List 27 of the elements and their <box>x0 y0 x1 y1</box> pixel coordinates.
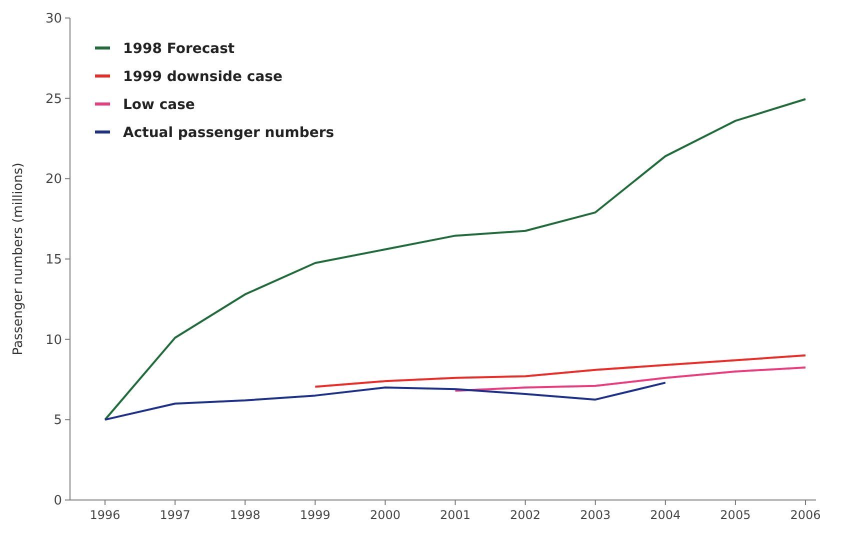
x-tick-label: 1998 <box>230 508 260 522</box>
x-tick-label: 2000 <box>370 508 400 522</box>
legend-label: 1998 Forecast <box>123 40 235 57</box>
y-axis-title: Passenger numbers (millions) <box>11 162 26 356</box>
x-tick-label: 1997 <box>160 508 190 522</box>
y-tick-label: 15 <box>45 252 62 268</box>
line-series <box>104 382 666 421</box>
y-tick-label: 30 <box>45 12 62 27</box>
line-series <box>314 354 806 388</box>
y-tick-label: 0 <box>54 494 62 509</box>
x-tick-label: 1996 <box>90 508 120 522</box>
line-series <box>454 366 806 392</box>
y-tick-label: 5 <box>54 413 62 428</box>
y-tick-label: 25 <box>45 92 62 107</box>
y-tick-label: 20 <box>45 172 62 188</box>
x-tick-label: 2001 <box>440 508 471 522</box>
x-tick-label: 1999 <box>300 508 330 522</box>
legend-label: Low case <box>123 96 195 113</box>
x-tick-label: 2006 <box>790 508 821 522</box>
legend-label: Actual passenger numbers <box>123 124 334 141</box>
x-tick-label: 2002 <box>510 508 541 522</box>
line-series <box>104 98 806 421</box>
y-tick-label: 10 <box>45 332 62 348</box>
legend-label: 1999 downside case <box>123 68 282 85</box>
x-tick-label: 2003 <box>580 508 611 522</box>
x-tick-label: 2004 <box>650 508 681 522</box>
x-tick-label: 2005 <box>720 508 751 522</box>
